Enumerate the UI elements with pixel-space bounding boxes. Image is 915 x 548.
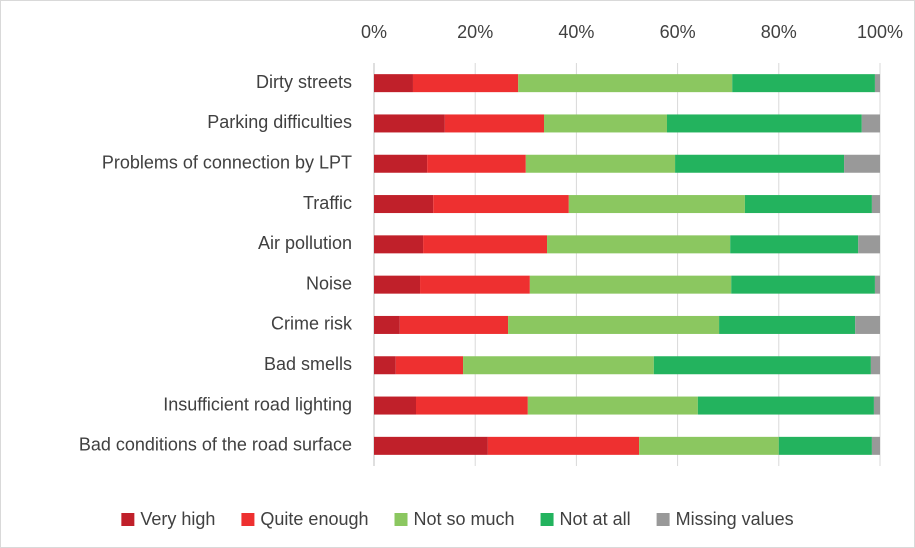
- bar-segment: [374, 74, 413, 93]
- bar-segment: [732, 74, 875, 93]
- legend-label: Not so much: [414, 509, 515, 529]
- bar-segment: [374, 356, 396, 375]
- bar-segment: [874, 74, 880, 93]
- bar-segment: [874, 275, 880, 294]
- bar-segment: [444, 114, 545, 133]
- x-tick-label: 40%: [558, 22, 594, 42]
- bar-segment: [731, 275, 875, 294]
- bar-segment: [374, 315, 400, 334]
- bar-segment: [529, 275, 732, 294]
- bar-segment: [433, 195, 569, 214]
- bar-segment: [518, 74, 733, 93]
- y-tick-label: Bad smells: [264, 354, 352, 374]
- bar-segment: [873, 396, 880, 415]
- bar-segment: [870, 356, 880, 375]
- x-tick-label: 80%: [761, 22, 797, 42]
- bar-segment: [374, 195, 434, 214]
- legend-label: Quite enough: [260, 509, 368, 529]
- bar-segment: [675, 154, 845, 173]
- legend-swatch: [241, 513, 255, 526]
- bar-segment: [639, 436, 779, 455]
- legend-swatch: [394, 513, 408, 526]
- bar-segment: [399, 315, 509, 334]
- legend-label: Very high: [140, 509, 215, 529]
- bar-segment: [568, 195, 745, 214]
- y-tick-label: Air pollution: [258, 233, 352, 253]
- bar-segment: [855, 315, 880, 334]
- bar-segment: [374, 436, 488, 455]
- bar-segment: [527, 396, 698, 415]
- legend-label: Not at all: [560, 509, 631, 529]
- bar-segment: [525, 154, 676, 173]
- bar-segment: [858, 235, 880, 254]
- legend-swatch: [121, 513, 135, 526]
- bar-segment: [744, 195, 872, 214]
- y-tick-label: Traffic: [303, 193, 352, 213]
- y-tick-label: Insufficient road lighting: [163, 394, 352, 414]
- bar-segment: [487, 436, 640, 455]
- legend-swatch: [540, 513, 554, 526]
- bar-segment: [730, 235, 859, 254]
- y-tick-label: Noise: [306, 273, 352, 293]
- y-tick-label: Problems of connection by LPT: [102, 153, 352, 173]
- x-tick-label: 0%: [361, 22, 387, 42]
- bar-segment: [653, 356, 871, 375]
- bar-segment: [463, 356, 654, 375]
- y-tick-label: Crime risk: [271, 314, 353, 334]
- bar-segment: [374, 114, 445, 133]
- y-tick-label: Parking difficulties: [207, 112, 352, 132]
- bar-segment: [374, 275, 421, 294]
- x-tick-label: 100%: [857, 22, 903, 42]
- y-tick-label: Dirty streets: [256, 72, 352, 92]
- legend-swatch: [656, 513, 670, 526]
- bar-segment: [395, 356, 464, 375]
- bar-segment: [778, 436, 872, 455]
- bar-segment: [666, 114, 862, 133]
- bar-segment: [374, 154, 428, 173]
- x-tick-label: 60%: [660, 22, 696, 42]
- bar-segment: [412, 74, 519, 93]
- bar-segment: [420, 275, 530, 294]
- bar-segment: [697, 396, 874, 415]
- y-tick-label: Bad conditions of the road surface: [79, 435, 352, 455]
- bar-segment: [871, 195, 880, 214]
- x-tick-label: 20%: [457, 22, 493, 42]
- bar-segment: [423, 235, 548, 254]
- bar-segment: [547, 235, 731, 254]
- bar-segment: [719, 315, 856, 334]
- bar-segment: [844, 154, 880, 173]
- bar-segment: [374, 396, 416, 415]
- legend-label: Missing values: [676, 509, 794, 529]
- bar-segment: [415, 396, 528, 415]
- bar-segment: [861, 114, 880, 133]
- bar-segment: [374, 235, 424, 254]
- bar-segment: [427, 154, 526, 173]
- bar-segment: [508, 315, 720, 334]
- bar-segment: [544, 114, 667, 133]
- bar-segment: [871, 436, 880, 455]
